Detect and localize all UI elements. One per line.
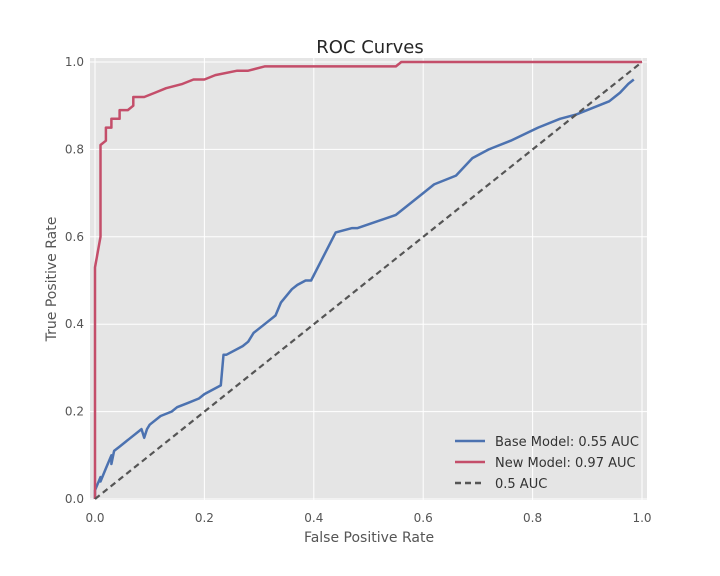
grid xyxy=(90,58,647,500)
x-tick-label: 0.8 xyxy=(523,511,542,525)
x-tick-label: 0.2 xyxy=(195,511,214,525)
y-tick-label: 0.6 xyxy=(65,230,84,244)
x-axis-label: False Positive Rate xyxy=(304,530,434,546)
y-tick-label: 0.4 xyxy=(65,317,84,331)
y-tick-label: 1.0 xyxy=(65,55,84,69)
x-tick-label: 0.4 xyxy=(304,511,323,525)
y-tick-label: 0.0 xyxy=(65,492,84,506)
y-tick-label: 0.2 xyxy=(65,405,84,419)
chart-title: ROC Curves xyxy=(316,37,423,58)
legend-label: 0.5 AUC xyxy=(495,477,547,492)
x-tick-label: 0.6 xyxy=(414,511,433,525)
legend-label: Base Model: 0.55 AUC xyxy=(495,435,639,450)
x-tick-label: 0.0 xyxy=(85,511,104,525)
legend-label: New Model: 0.97 AUC xyxy=(495,456,636,471)
series-line-0-5-auc xyxy=(94,61,643,500)
x-tick-label: 1.0 xyxy=(632,511,651,525)
series-line-new-model-0-97-auc xyxy=(93,60,642,499)
y-axis-label: True Positive Rate xyxy=(44,217,60,343)
legend: Base Model: 0.55 AUC New Model: 0.97 AUC 0… xyxy=(455,435,639,492)
y-tick-label: 0.8 xyxy=(65,142,84,156)
tick-labels: 0.0 0.2 0.4 0.6 0.8 1.0 0.0 0.2 0.4 0.6 0.8 1.0 xyxy=(65,55,652,525)
series-layer xyxy=(93,60,643,500)
series-line-base-model-0-55-auc xyxy=(93,78,635,499)
plot-background xyxy=(90,58,647,500)
